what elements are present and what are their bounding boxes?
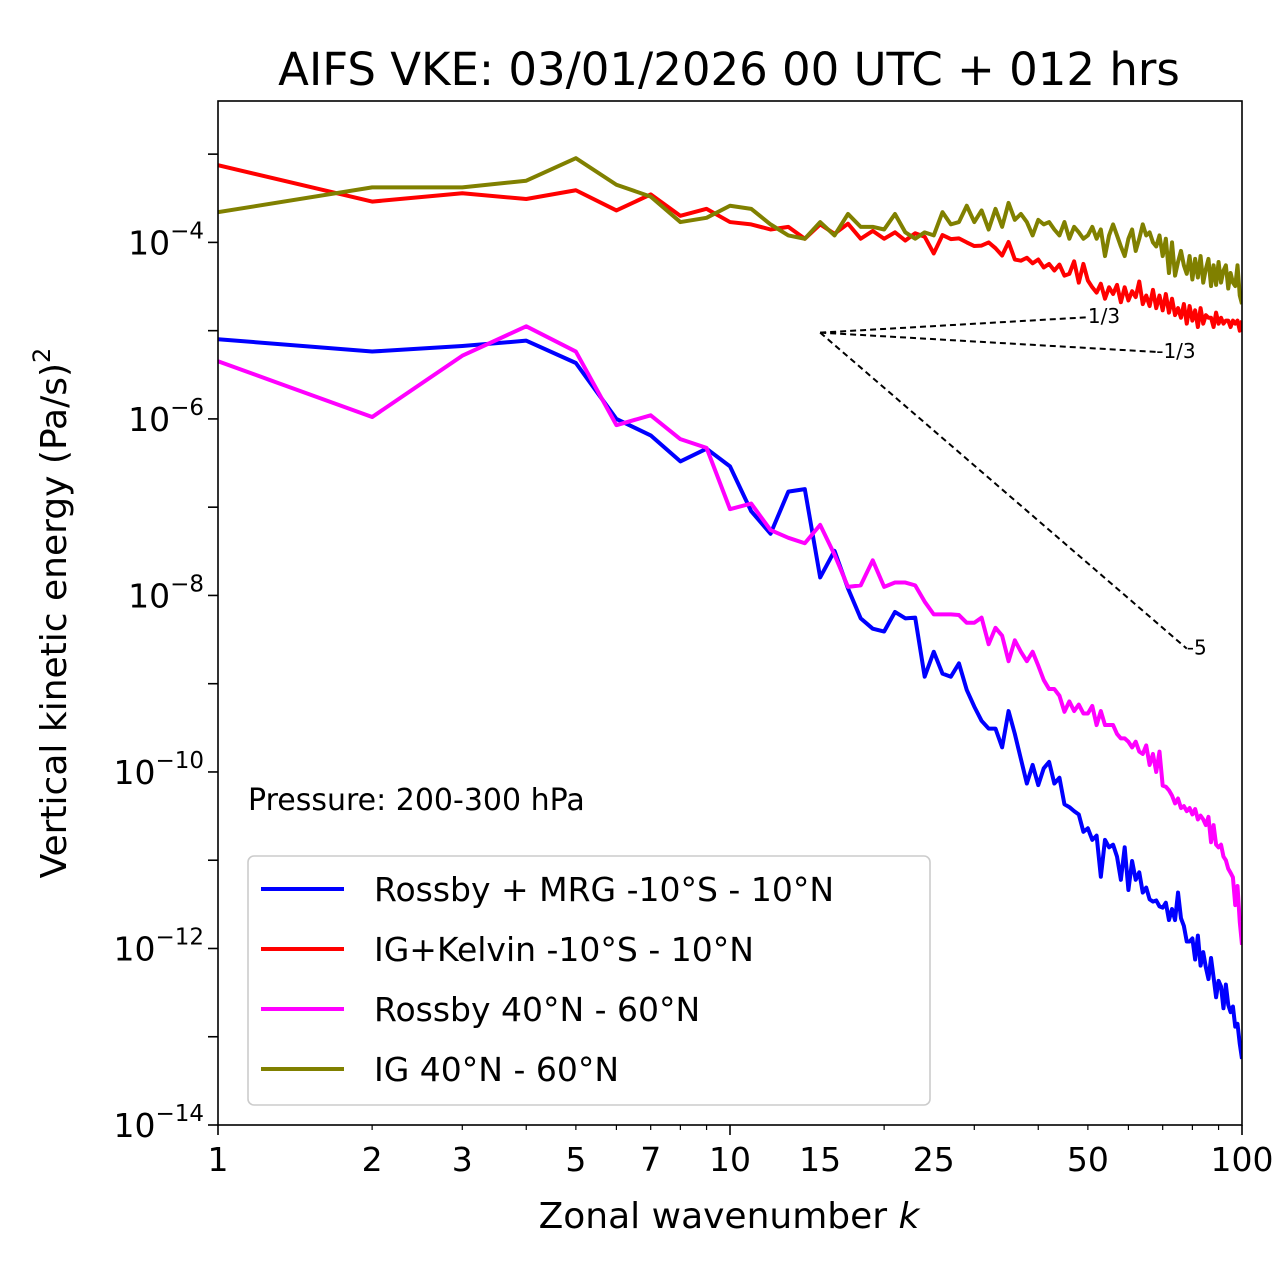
- reference-line-1: [820, 316, 1088, 334]
- reference-line-3: [819, 331, 1188, 650]
- series-line-1: [218, 337, 1242, 1060]
- reference-line-label-2: -1/3: [1156, 339, 1195, 363]
- x-tick-label: 3: [452, 1140, 473, 1179]
- y-tick-power: −8: [170, 571, 204, 597]
- legend-label-2: IG+Kelvin -10°S - 10°N: [374, 930, 754, 969]
- y-tick-label: 10−14: [113, 1101, 204, 1145]
- y-tick-power: −14: [155, 1101, 204, 1127]
- y-tick-base: 10: [128, 576, 170, 615]
- y-axis-label-text: Vertical kinetic energy: [34, 476, 75, 879]
- legend-label-1: Rossby + MRG -10°S - 10°N: [374, 870, 834, 909]
- x-axis-label-variable: k: [899, 1196, 922, 1237]
- pressure-annotation: Pressure: 200-300 hPa: [248, 783, 585, 818]
- y-axis-label-unit: (Pa/s): [34, 363, 75, 464]
- series-line-3: [218, 324, 1242, 946]
- x-tick-label: 10: [709, 1140, 751, 1179]
- y-tick-base: 10: [113, 929, 155, 968]
- x-tick-label: 7: [640, 1140, 661, 1179]
- series-line-2: [218, 163, 1242, 333]
- x-axis-ticks: 1 2 3 5 7 10 15 25 50 100: [208, 1125, 1274, 1179]
- y-tick-label: 10−10: [113, 748, 204, 792]
- x-tick-label: 50: [1067, 1140, 1109, 1179]
- legend: Rossby + MRG -10°S - 10°N IG+Kelvin -10°S…: [247, 855, 931, 1106]
- y-tick-power: −12: [155, 924, 204, 950]
- y-tick-label: 10−8: [128, 571, 204, 615]
- x-axis-label-text: Zonal wavenumber: [539, 1196, 888, 1237]
- x-tick-label: 25: [913, 1140, 955, 1179]
- legend-box: [247, 855, 931, 1106]
- x-tick-label: 15: [799, 1140, 841, 1179]
- y-tick-label: 10−6: [128, 395, 204, 439]
- series-layer: [218, 156, 1242, 1060]
- x-axis-label: Zonal wavenumber k: [539, 1196, 922, 1237]
- legend-label-3: Rossby 40°N - 60°N: [374, 990, 700, 1029]
- y-axis-label-power: 2: [28, 348, 56, 363]
- y-tick-label: 10−12: [113, 924, 204, 968]
- x-tick-label: 2: [362, 1140, 383, 1179]
- reference-line-label-1: 1/3: [1088, 304, 1120, 328]
- y-tick-power: −6: [170, 395, 204, 421]
- x-tick-label: 1: [208, 1140, 229, 1179]
- y-tick-base: 10: [113, 753, 155, 792]
- y-tick-base: 10: [128, 400, 170, 439]
- legend-items: Rossby + MRG -10°S - 10°N IG+Kelvin -10°S…: [261, 870, 834, 1089]
- y-tick-power: −10: [155, 748, 204, 774]
- reference-line-label-3: -5: [1187, 636, 1207, 660]
- chart-title: AIFS VKE: 03/01/2026 00 UTC + 012 hrs: [278, 43, 1180, 96]
- legend-label-4: IG 40°N - 60°N: [374, 1050, 619, 1089]
- y-tick-base: 10: [113, 1106, 155, 1145]
- y-tick-power: −4: [170, 218, 204, 244]
- y-tick-label: 10−4: [128, 218, 204, 262]
- y-tick-base: 10: [128, 223, 170, 262]
- x-tick-label: 100: [1211, 1140, 1274, 1179]
- series-line-4: [218, 156, 1242, 305]
- reference-line-2: [820, 331, 1157, 353]
- y-axis-label: Vertical kinetic energy (Pa/s)2: [28, 348, 75, 879]
- x-tick-label: 5: [565, 1140, 586, 1179]
- reference-slope-lines: 1/3 -1/3 -5: [819, 304, 1207, 660]
